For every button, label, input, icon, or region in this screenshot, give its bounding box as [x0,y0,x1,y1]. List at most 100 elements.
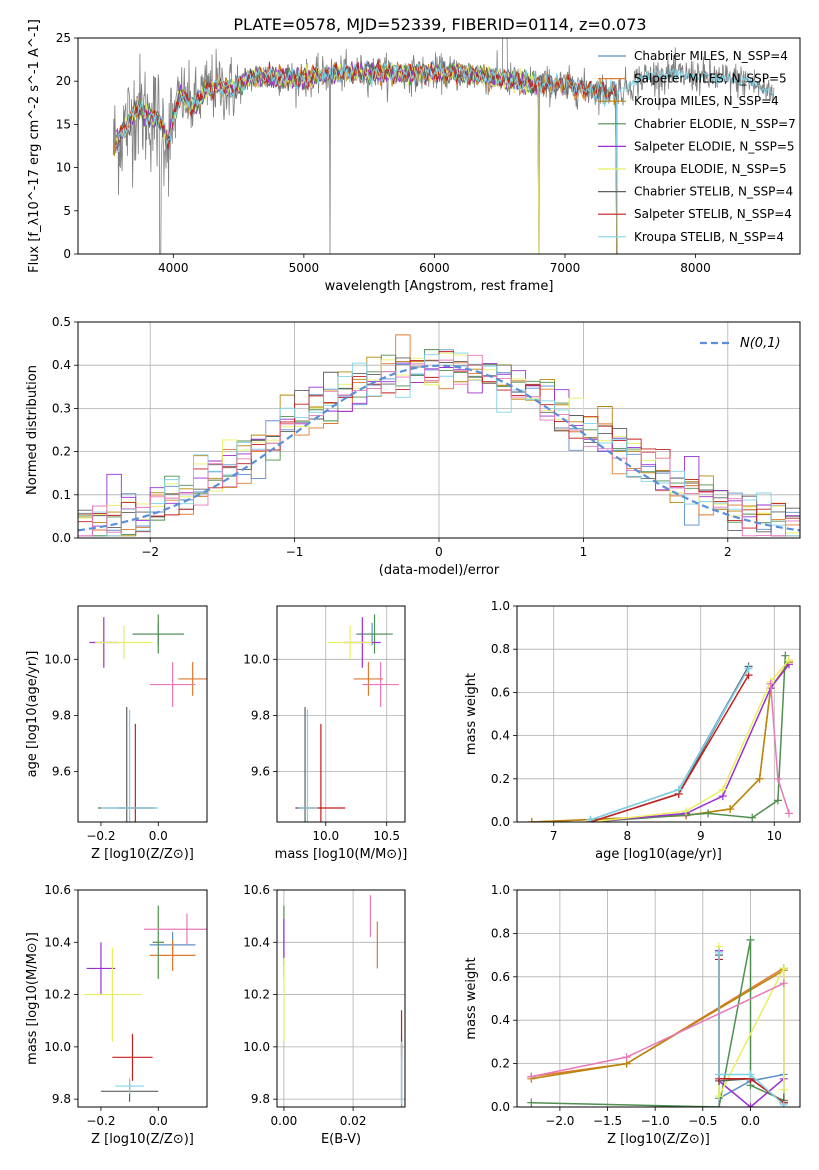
series-marker [715,1103,724,1107]
x-tick-label: 2 [724,545,732,559]
series-marker [744,664,753,673]
x-tick-label: 0.0 [149,1114,168,1128]
y-tick-label: 10.0 [44,652,71,666]
panel-mass-vs-EBV: 0.00 0.02 9.8 10.0 10.2 10.4 10.6 E(B-V) [243,883,406,1147]
series-chabrier-elodie [586,651,790,822]
errorbar-kroupa-elodie [328,625,373,660]
plot-area [527,651,793,822]
panel-age-vs-Z: −0.2 0.0 9.6 9.8 10.0 Z [log10(Z/Z⊙)] age [log… [25,605,208,862]
y-tick-label: 9.6 [251,765,270,779]
series-marker [527,818,536,822]
series-line [590,666,750,822]
axes-frame [77,321,801,539]
series-marker [779,1100,788,1107]
series-marker [682,807,691,816]
series-chabrier-elodie [527,935,788,1107]
histogram-pink [78,354,800,538]
axes-frame [516,605,801,823]
errorbar-salpeter-elodie [86,942,116,995]
x-tick-label: 7 [550,829,558,843]
series-marker [773,796,782,805]
y-tick-label: 9.8 [251,708,270,722]
series-marker [779,1085,788,1094]
x-axis-label: mass [log10(M/M⊙)] [275,847,408,862]
plot-area [527,935,788,1107]
legend-label: Chabrier STELIB, N_SSP=4 [634,185,793,199]
series-kroupa-miles [527,966,788,1105]
legend: N(0,1) [700,336,781,351]
series-marker [586,815,595,822]
errorbar-chabrier-elodie [356,614,393,654]
errorbar-salpeter-stelib [112,1033,153,1081]
x-axis-label: (data-model)/error [379,563,500,578]
series-pink [766,679,793,818]
series-marker [527,1072,536,1081]
series-line [590,659,790,822]
y-tick-label: 10.2 [44,988,71,1002]
series-kroupa-stelib [586,664,753,822]
errorbar-pink [143,913,207,945]
plot-area [78,334,800,538]
series-line [718,946,785,1097]
series-marker [726,805,735,814]
series-chabrier-stelib [586,662,753,822]
series-salpeter-miles [527,658,793,822]
x-tick-label: 0 [435,545,443,559]
x-tick-label: 9 [697,829,705,843]
legend-label: Salpeter ELODIE, N_SSP=5 [634,139,795,153]
panel-residuals: −2 −1 0 1 2 0.0 0.1 0.2 0.3 0.4 0.5 (data-model)/er… [25,315,801,578]
x-tick-label: 10.5 [373,829,400,843]
axes-frame [77,37,801,255]
y-tick-label: 9.6 [52,765,71,779]
x-tick-label: 7000 [550,261,581,275]
panels: 4000 5000 6000 7000 80000510152025wavelength… [25,19,801,1147]
model-line-kroupa-stelib [115,59,775,254]
legend-label: Chabrier ELODIE, N_SSP=7 [634,117,796,131]
series-marker [715,948,724,957]
errorbar-kroupa-stelib [100,709,159,822]
x-tick-label: −0.5 [688,1114,717,1128]
x-tick-label: 10 [767,829,782,843]
x-tick-label: 0.0 [149,829,168,843]
legend-label: N(0,1) [740,336,781,351]
y-tick-label: 20 [56,74,71,88]
panel-spectrum: 4000 5000 6000 7000 8000 0 5 10 15 20 25 wavelength… [27,19,801,294]
series-salpeter-elodie [586,660,793,822]
series-marker [779,979,788,988]
x-tick-label: 8 [623,829,631,843]
x-axis-label: Z [log10(Z/Z⊙)] [91,1132,194,1147]
series-line [590,663,790,822]
x-tick-label: −1 [286,545,304,559]
y-tick-label: 0.2 [491,1057,510,1071]
legend-label: Chabrier MILES, N_SSP=4 [634,49,788,63]
legend-label: Salpeter STELIB, N_SSP=4 [634,207,792,221]
errorbar-kroupa-stelib [115,1078,144,1094]
plot-area [112,38,775,254]
y-axis-label: mass weight [464,673,479,755]
series-line [531,982,785,1078]
y-tick-label: 0.4 [491,1013,510,1027]
y-tick-label: 9.8 [52,708,71,722]
y-tick-label: 10.0 [243,652,270,666]
axes-frame [77,889,208,1108]
x-tick-label: 10.0 [312,829,339,843]
series-pink [527,979,788,1081]
y-tick-label: 0.0 [491,1100,510,1114]
x-tick-label: 5000 [289,261,320,275]
errorbar-pink [149,662,196,707]
series-marker [773,774,782,783]
y-tick-label: 0.2 [52,445,71,459]
y-axis-label: Flux [f_λ10^-17 erg cm^-2 s^-1 A^-1] [27,19,42,273]
x-tick-label: 8000 [680,261,711,275]
y-tick-label: 10.0 [44,1040,71,1054]
y-tick-label: 15 [56,117,71,131]
y-tick-label: 10.2 [243,988,270,1002]
series-marker [748,813,757,822]
plot-area [89,614,207,822]
series-chabrier-miles [586,662,753,822]
series-marker [779,964,788,973]
y-tick-label: 25 [56,31,71,45]
x-tick-label: 4000 [158,261,189,275]
y-tick-label: 10.6 [243,883,270,897]
y-tick-label: 0.0 [491,815,510,829]
